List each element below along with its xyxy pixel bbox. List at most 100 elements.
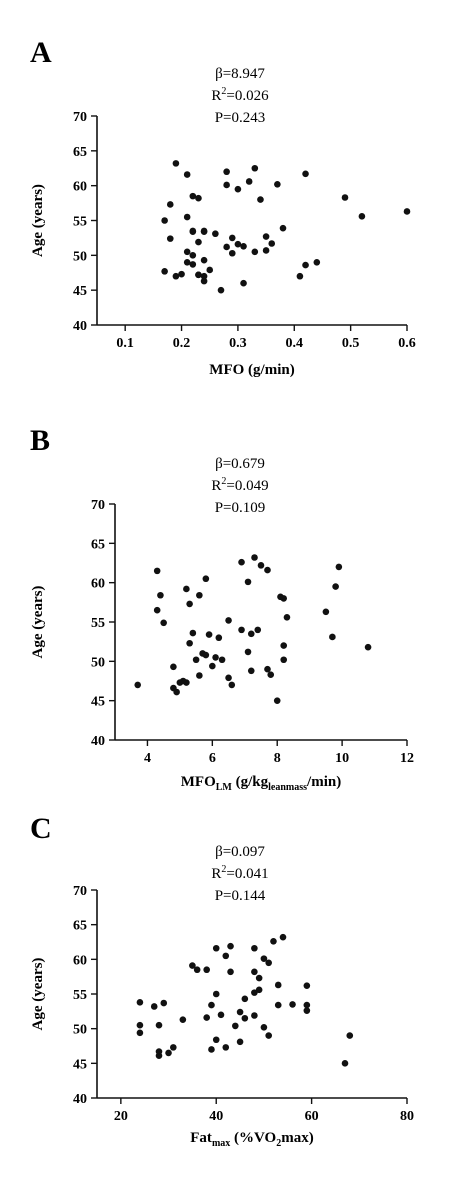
data-point	[251, 968, 258, 976]
data-point	[166, 201, 174, 208]
data-point	[274, 1001, 282, 1009]
data-point	[189, 252, 197, 259]
data-point	[170, 663, 177, 671]
data-point	[279, 933, 287, 941]
data-point	[155, 1048, 163, 1055]
data-point	[153, 567, 161, 575]
data-point	[251, 989, 258, 996]
x-tick-label: 6	[209, 751, 216, 766]
x-tick-label: 40	[209, 1109, 223, 1124]
data-point	[274, 981, 282, 989]
data-point	[170, 1044, 177, 1051]
data-point	[303, 1001, 311, 1009]
x-tick-label: 80	[400, 1109, 414, 1124]
data-point	[241, 1014, 249, 1022]
data-point	[335, 563, 343, 571]
data-point	[215, 634, 223, 642]
y-tick-label: 45	[73, 284, 87, 299]
data-point	[223, 181, 230, 189]
data-point	[150, 1003, 158, 1010]
y-tick-label: 50	[73, 1023, 87, 1038]
data-point	[228, 681, 236, 689]
data-point	[186, 639, 193, 647]
data-point	[255, 974, 263, 982]
data-point	[255, 986, 263, 994]
y-tick-label: 50	[73, 249, 87, 264]
data-point	[217, 1011, 225, 1019]
data-point	[251, 248, 259, 256]
data-point	[206, 266, 214, 274]
data-point	[189, 629, 197, 637]
panel-letter: C	[30, 812, 52, 845]
data-point	[232, 1022, 239, 1030]
x-axis-label: MFO (g/min)	[209, 362, 294, 378]
data-point	[251, 944, 258, 952]
x-tick-label: 20	[114, 1109, 128, 1124]
data-point	[155, 1021, 163, 1029]
data-point	[225, 617, 232, 624]
data-point	[236, 1008, 244, 1016]
data-point	[222, 1044, 230, 1051]
data-point	[228, 249, 236, 257]
data-point	[236, 1038, 244, 1046]
data-point	[172, 160, 180, 167]
data-point	[238, 626, 245, 634]
data-point	[280, 642, 288, 649]
data-point	[161, 268, 168, 275]
data-point	[322, 608, 330, 616]
y-axis-label: Age (years)	[30, 958, 46, 1031]
x-axis-label: Fatmax (%VO2max)	[190, 1130, 313, 1149]
panel-b: Bβ=0.679 R2=0.049 P=0.109 4 6 8 10 12 40 45 50 55 60…	[30, 424, 414, 793]
data-point	[332, 583, 339, 590]
data-point	[238, 558, 245, 566]
data-point	[257, 196, 264, 203]
data-point	[136, 1021, 144, 1029]
data-point	[203, 966, 210, 974]
data-point	[205, 631, 213, 638]
data-point	[136, 999, 144, 1006]
data-point	[160, 619, 167, 627]
data-point	[296, 272, 304, 280]
panel-c: Cβ=0.097 R2=0.041 P=0.144 20 40 60 80 40 45 50 55 6…	[30, 812, 414, 1149]
y-tick-label: 60	[91, 577, 105, 592]
x-tick-label: 0.5	[342, 336, 360, 351]
y-tick-label: 65	[73, 145, 87, 160]
data-point	[313, 259, 321, 266]
data-point	[166, 235, 174, 242]
y-tick-label: 45	[73, 1057, 87, 1072]
y-tick-label: 60	[73, 953, 87, 968]
data-point	[264, 665, 271, 673]
data-point	[218, 656, 226, 664]
stat-line: β=0.679	[215, 456, 265, 472]
data-point	[280, 595, 288, 602]
data-point	[196, 672, 203, 679]
data-point	[262, 247, 270, 254]
data-point	[189, 261, 197, 268]
data-point	[227, 942, 234, 950]
data-point	[183, 259, 191, 266]
data-point	[200, 272, 208, 280]
y-axis-label: Age (years)	[30, 184, 46, 257]
data-point	[208, 1001, 215, 1009]
x-tick-label: 4	[144, 751, 151, 766]
data-point	[302, 261, 309, 269]
data-point	[189, 228, 197, 235]
data-point	[265, 959, 272, 967]
data-point	[346, 1032, 354, 1039]
data-point	[222, 952, 230, 960]
data-point	[234, 240, 242, 248]
x-tick-label: 60	[305, 1109, 319, 1124]
y-tick-label: 70	[91, 498, 105, 513]
data-point	[202, 651, 210, 659]
data-point	[195, 271, 202, 279]
data-point	[280, 656, 288, 664]
data-point	[203, 1014, 210, 1021]
panel-letter: A	[30, 36, 52, 69]
data-point	[225, 674, 232, 682]
data-point	[264, 566, 271, 574]
data-point	[240, 242, 247, 250]
data-point	[195, 194, 202, 202]
data-point	[283, 613, 291, 621]
data-point	[358, 213, 366, 220]
data-point	[265, 1032, 272, 1039]
